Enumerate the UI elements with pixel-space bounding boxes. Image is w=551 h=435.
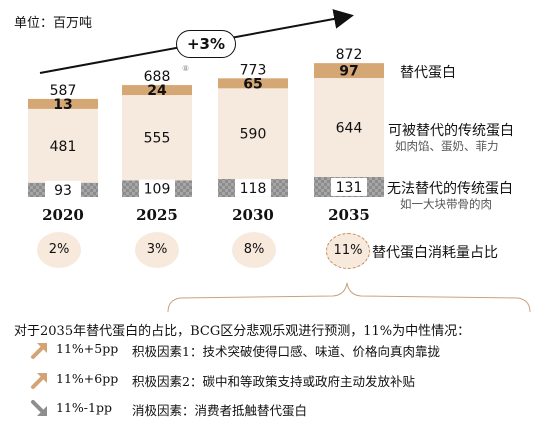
arrow-up-icon [31,343,47,359]
share-bubble: 3% [135,232,179,268]
value-label-alt-protein: 97 [339,64,358,80]
value-label-replaceable: 555 [144,131,171,147]
bar-segment-alt-protein [122,85,192,96]
stacked-bar-chart: 93 481 13 587 2020 109 555 24 688 2025 118 590 65 773… [14,9,514,269]
total-label: 688 [144,69,171,85]
note-change: 11%+6pp [56,371,119,386]
legend-sub-non-replaceable: 如一大块带骨的肉 [400,197,492,211]
bar-segment-alt-protein [314,63,384,79]
value-label-bg [235,178,271,197]
legend-label-replaceable: 可被替代的传统蛋白 [388,123,514,139]
notes-title: 对于2035年替代蛋白的占比，BCG区分悲观乐观进行预测，11%为中性情况： [14,324,471,339]
value-label-replaceable: 644 [336,120,363,136]
note-change: 11%-1pp [56,400,112,415]
x-tick-label: 2035 [328,206,370,224]
value-label-replaceable: 590 [240,127,267,143]
value-label-replaceable: 481 [50,139,77,155]
value-label-bg [45,180,81,199]
share-title: 替代蛋白消耗量占比 [372,245,498,261]
note-change: 11%+5pp [56,341,119,356]
value-label-bg [331,177,367,196]
total-label: 872 [336,47,363,63]
legend-label-alt-protein: 替代蛋白 [400,65,456,81]
total-label: 773 [240,62,267,78]
growth-badge: +3% [176,30,236,58]
bar-segment-replaceable [314,78,384,177]
value-label-alt-protein: 13 [53,97,72,113]
bar-segment-replaceable [28,108,98,183]
share-bubble: 8% [232,232,276,268]
footnote-marker: ⑧ [182,64,189,73]
note-text: 消极因素：消费者抵触替代蛋白 [132,403,308,418]
bar-segment-alt-protein [28,98,98,109]
value-label-bg [139,179,175,198]
arrow-up-icon [31,373,47,389]
x-tick-label: 2030 [232,206,274,224]
bar-segment-alt-protein [218,78,288,89]
total-label: 587 [50,83,77,99]
value-label-alt-protein: 65 [243,76,262,92]
bar-segment-replaceable [218,88,288,179]
unit-label: 单位：百万吨 [14,16,93,31]
share-bubble-highlight: 11% [326,233,370,269]
value-label-non-replaceable: 109 [144,182,171,198]
note-text: 积极因素1：技术突破使得口感、味道、价格向真肉靠拢 [132,344,440,359]
bar-segment-replaceable [122,95,192,181]
x-tick-label: 2020 [42,206,84,224]
x-tick-label: 2025 [136,206,178,224]
legend-label-non-replaceable: 无法替代的传统蛋白 [387,181,513,197]
value-label-non-replaceable: 118 [240,181,267,197]
note-text: 积极因素2：碳中和等政策支持或政府主动发放补贴 [132,374,415,389]
value-label-non-replaceable: 93 [54,183,72,199]
legend-sub-replaceable: 如肉馅、蛋奶、菲力 [395,139,499,153]
value-label-non-replaceable: 131 [336,180,363,196]
arrow-down-icon [31,400,47,416]
share-bubble: 2% [37,232,81,268]
value-label-alt-protein: 24 [147,83,167,99]
